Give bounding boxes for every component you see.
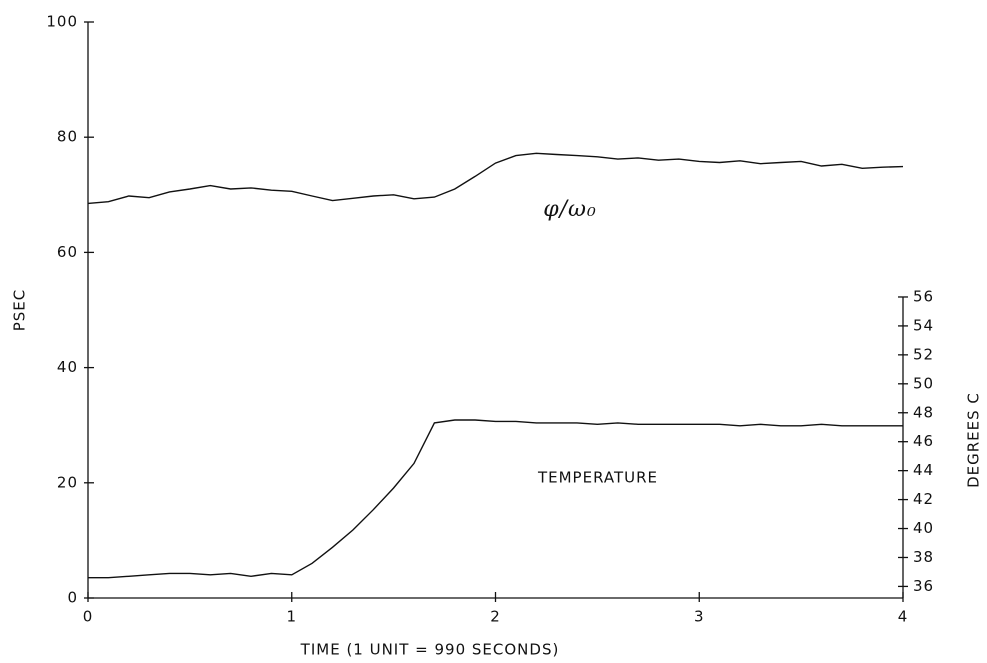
series-label: TEMPERATURE — [537, 469, 658, 487]
y2-tick-label: 54 — [913, 316, 934, 334]
x-axis-title: TIME (1 UNIT = 990 SECONDS) — [300, 641, 560, 659]
y2-tick-label: 42 — [913, 490, 934, 508]
y-tick-label: 20 — [57, 473, 78, 491]
data-line — [87, 152, 904, 205]
y2-axis-title: DEGREES C — [965, 392, 983, 488]
y2-tick-label: 44 — [913, 461, 934, 479]
y-tick-label: 0 — [67, 589, 78, 607]
y-tick-label: 100 — [46, 13, 78, 31]
x-tick-label: 0 — [83, 608, 94, 626]
y2-tick-label: 36 — [913, 577, 934, 595]
y-tick-label: 40 — [57, 358, 78, 376]
y2-tick-label: 46 — [913, 432, 934, 450]
y2-tick-label: 52 — [913, 345, 934, 363]
y-tick-label: 60 — [57, 243, 78, 261]
y2-tick-label: 50 — [913, 374, 934, 392]
x-tick-label: 1 — [286, 608, 297, 626]
x-tick-label: 2 — [490, 608, 501, 626]
x-tick-label: 3 — [694, 608, 705, 626]
y-axis-title: PSEC — [11, 289, 29, 332]
y2-tick-label: 56 — [913, 287, 934, 305]
y2-tick-label: 40 — [913, 519, 934, 537]
x-tick-label: 4 — [898, 608, 909, 626]
y-tick-label: 80 — [57, 128, 78, 146]
series-label: φ/ω₀ — [543, 197, 597, 222]
data-line — [88, 419, 903, 579]
y2-tick-label: 48 — [913, 403, 934, 421]
y2-tick-label: 38 — [913, 548, 934, 566]
